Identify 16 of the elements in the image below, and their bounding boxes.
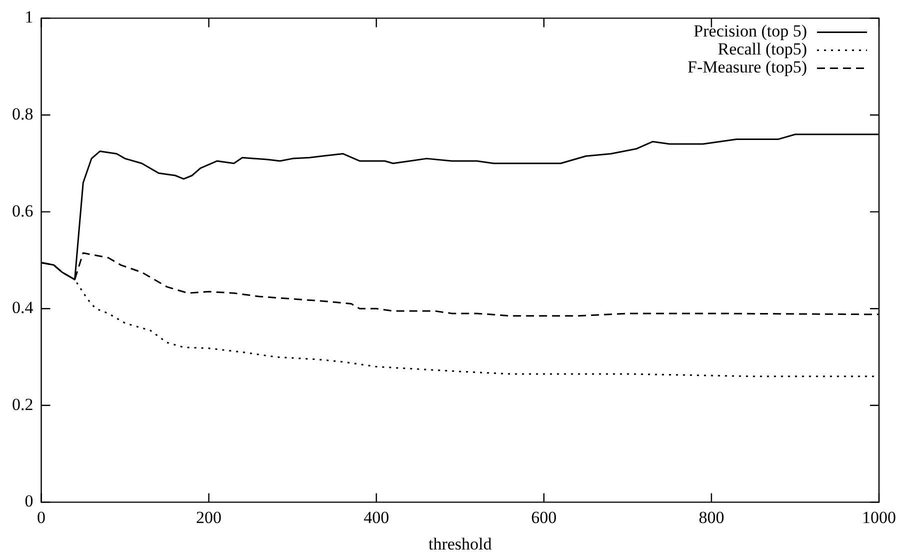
legend-label: F-Measure (top5) xyxy=(688,58,807,77)
x-tick-label: 1000 xyxy=(862,508,896,527)
y-tick-label: 0 xyxy=(24,492,34,511)
x-axis-title: threshold xyxy=(428,534,492,554)
legend-label: Precision (top 5) xyxy=(694,22,807,41)
y-tick-label: 0.6 xyxy=(12,201,34,220)
y-tick-label: 0.4 xyxy=(12,298,34,318)
x-tick-label: 600 xyxy=(531,508,557,527)
y-tick-label: 0.2 xyxy=(12,394,34,414)
legend-label: Recall (top5) xyxy=(718,40,807,59)
x-tick-label: 400 xyxy=(364,508,390,527)
x-tick-label: 0 xyxy=(37,508,46,527)
x-tick-label: 200 xyxy=(196,508,222,527)
x-tick-label: 800 xyxy=(698,508,724,527)
y-tick-label: 0.8 xyxy=(12,104,34,124)
y-tick-label: 1 xyxy=(24,8,34,27)
